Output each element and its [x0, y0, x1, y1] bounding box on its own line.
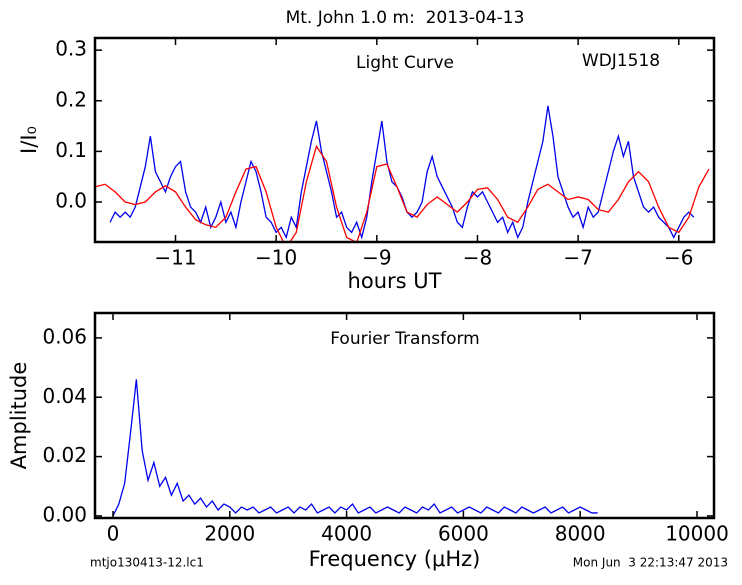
- axes-frame: [93, 36, 716, 244]
- axes-frame: [93, 311, 716, 520]
- figure-title: Mt. John 1.0 m: 2013-04-13: [286, 8, 525, 28]
- x-tick-label: 0: [107, 522, 120, 546]
- y-tick-label: 0.00: [42, 502, 87, 526]
- y-tick-label: 0.02: [42, 443, 87, 467]
- x-tick-label: 8000: [555, 522, 606, 546]
- y-tick-label: 0.04: [42, 384, 87, 408]
- x-tick-label: −7: [563, 246, 592, 270]
- y-axis-label: I/I₀: [17, 126, 41, 154]
- series-line: [109, 105, 695, 240]
- x-tick-label: 4000: [321, 522, 372, 546]
- x-tick-label: −8: [463, 246, 492, 270]
- x-tick-label: −6: [664, 246, 693, 270]
- x-tick-label: −11: [154, 246, 196, 270]
- annotation: WDJ1518: [582, 51, 660, 71]
- x-tick-label: −10: [255, 246, 297, 270]
- x-axis-label: Frequency (μHz): [309, 547, 481, 571]
- series-line: [112, 379, 598, 517]
- y-tick-label: 0.06: [42, 324, 87, 348]
- x-axis-label: hours UT: [348, 269, 442, 293]
- x-tick-label: 10000: [665, 522, 729, 546]
- x-tick-label: 2000: [204, 522, 255, 546]
- y-tick-label: 0.1: [55, 138, 87, 162]
- y-axis-label: Amplitude: [7, 362, 31, 470]
- annotation: Fourier Transform: [330, 329, 479, 349]
- series-line: [95, 144, 710, 242]
- footer-file: mtjo130413-12.lc1: [90, 556, 204, 570]
- footer-date: Mon Jun 3 22:13:47 2013: [573, 556, 728, 570]
- y-tick-label: 0.3: [55, 37, 87, 61]
- x-tick-label: 6000: [438, 522, 489, 546]
- x-tick-label: −9: [362, 246, 391, 270]
- annotation: Light Curve: [356, 53, 454, 73]
- y-tick-label: 0.0: [55, 189, 87, 213]
- y-tick-label: 0.2: [55, 87, 87, 111]
